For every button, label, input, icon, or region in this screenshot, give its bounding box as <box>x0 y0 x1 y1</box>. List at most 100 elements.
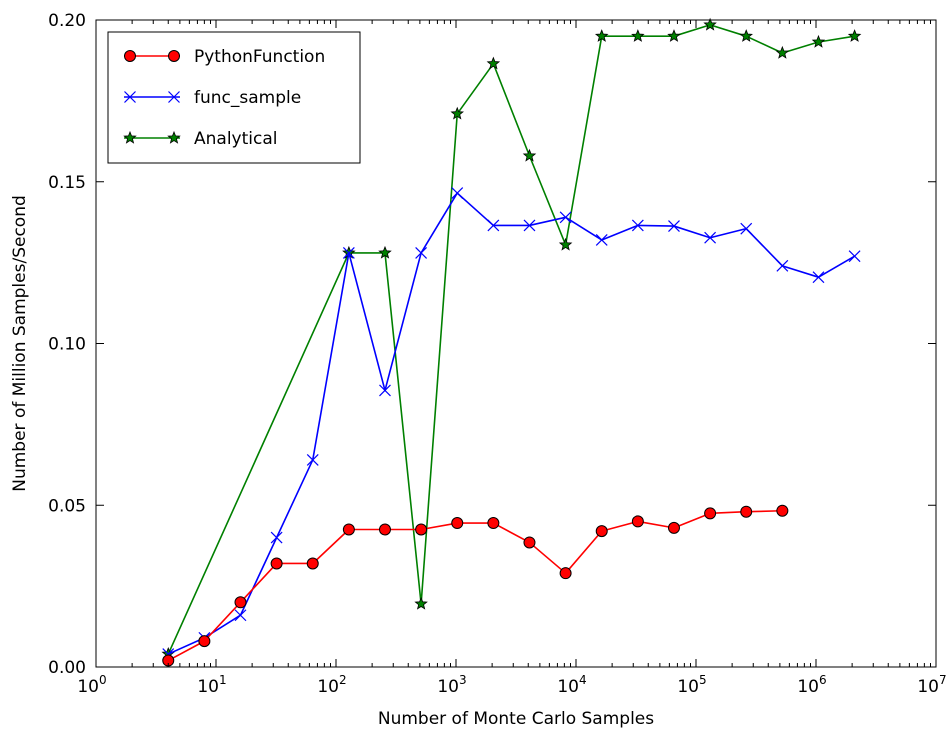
data-point <box>523 219 536 232</box>
data-point <box>776 259 789 272</box>
x-marker-stroke <box>776 259 789 272</box>
data-point <box>451 187 464 199</box>
y-tick-label: 0.05 <box>48 496 86 516</box>
data-point <box>667 521 680 534</box>
x-tick-exponent: 6 <box>819 673 827 687</box>
data-point <box>523 536 536 549</box>
x-tick-label: 103 <box>437 673 466 697</box>
data-point <box>811 34 826 48</box>
x-marker-stroke <box>342 246 355 259</box>
data-point <box>704 231 717 244</box>
data-point <box>379 384 391 397</box>
series-line <box>167 192 856 655</box>
x-tick-label: 101 <box>197 673 226 697</box>
x-marker-stroke <box>168 91 180 103</box>
x-tick-label: 104 <box>557 673 586 697</box>
data-point <box>812 271 825 284</box>
x-marker-stroke <box>415 246 428 259</box>
legend-marker <box>124 91 136 103</box>
data-point <box>198 635 211 648</box>
x-tick-exponent: 2 <box>339 673 347 687</box>
x-marker-stroke <box>234 609 247 622</box>
data-point <box>740 222 753 235</box>
series-line <box>167 24 855 655</box>
data-point <box>559 211 572 224</box>
legend-marker <box>124 50 136 62</box>
y-tick-label: 0.15 <box>48 173 86 193</box>
legend-entries: PythonFunction func_sample Analytical <box>123 47 325 149</box>
data-point <box>595 234 608 246</box>
data-point <box>594 29 609 42</box>
data-point <box>740 505 753 518</box>
x-marker-stroke <box>595 234 608 246</box>
x-marker-stroke <box>379 384 391 397</box>
series-Analytical <box>161 17 862 660</box>
data-point <box>739 29 753 42</box>
data-point <box>450 106 464 120</box>
legend-item-Analytical: Analytical <box>123 129 277 149</box>
x-tick-exponent: 7 <box>939 673 947 687</box>
x-marker-stroke <box>812 271 825 284</box>
x-marker-stroke <box>270 531 283 544</box>
x-tick-base: 10 <box>797 677 819 697</box>
series-layer <box>161 17 862 667</box>
data-point <box>378 245 392 259</box>
x-marker-stroke <box>523 219 536 232</box>
data-point <box>342 246 355 259</box>
y-tick-label: 0.10 <box>48 335 86 355</box>
data-point <box>342 523 355 536</box>
data-point <box>486 56 501 70</box>
data-point <box>415 523 428 536</box>
legend-marker <box>167 130 181 144</box>
x-marker-stroke <box>668 220 680 232</box>
x-tick-exponent: 5 <box>699 673 707 687</box>
y-axis-title: Number of Million Samples/Second <box>10 195 30 492</box>
data-point <box>631 29 645 42</box>
legend-item-func_sample: func_sample <box>124 88 301 108</box>
data-point <box>703 17 717 31</box>
data-point <box>234 596 247 609</box>
data-point <box>234 609 247 622</box>
x-tick-base: 10 <box>197 677 219 697</box>
x-tick-base: 10 <box>557 677 579 697</box>
x-marker-stroke <box>631 219 644 232</box>
legend-item-PythonFunction: PythonFunction <box>124 47 325 67</box>
data-point <box>451 517 464 530</box>
legend-marker <box>168 91 180 103</box>
data-point <box>270 557 283 570</box>
x-tick-label: 105 <box>677 673 706 697</box>
data-point <box>631 515 644 528</box>
x-tick-exponent: 3 <box>459 673 467 687</box>
x-tick-label: 102 <box>317 673 346 697</box>
x-tick-exponent: 4 <box>579 673 587 687</box>
x-marker-stroke <box>487 219 500 232</box>
data-point <box>378 523 391 536</box>
series-func_sample <box>162 187 861 660</box>
data-point <box>775 45 790 59</box>
data-point <box>306 557 319 570</box>
legend-marker <box>168 50 180 62</box>
series-line <box>167 509 783 662</box>
data-point <box>776 504 789 517</box>
data-point <box>667 29 681 42</box>
x-tick-label: 100 <box>77 673 106 697</box>
x-marker-stroke <box>848 250 861 263</box>
x-marker-stroke <box>306 454 319 466</box>
legend-marker <box>123 130 137 144</box>
legend: PythonFunction func_sample Analytical <box>107 31 361 164</box>
y-tick-label: 0.00 <box>48 658 86 678</box>
x-tick-base: 10 <box>437 677 459 697</box>
data-point <box>558 237 573 251</box>
legend-label: Analytical <box>194 129 277 149</box>
data-point <box>414 596 428 610</box>
x-tick-base: 10 <box>77 677 99 697</box>
data-point <box>631 219 644 232</box>
x-marker-stroke <box>124 91 136 103</box>
y-tick-label: 0.20 <box>48 11 86 31</box>
x-tick-label: 107 <box>917 673 946 697</box>
data-point <box>704 507 717 520</box>
data-point <box>522 148 537 162</box>
